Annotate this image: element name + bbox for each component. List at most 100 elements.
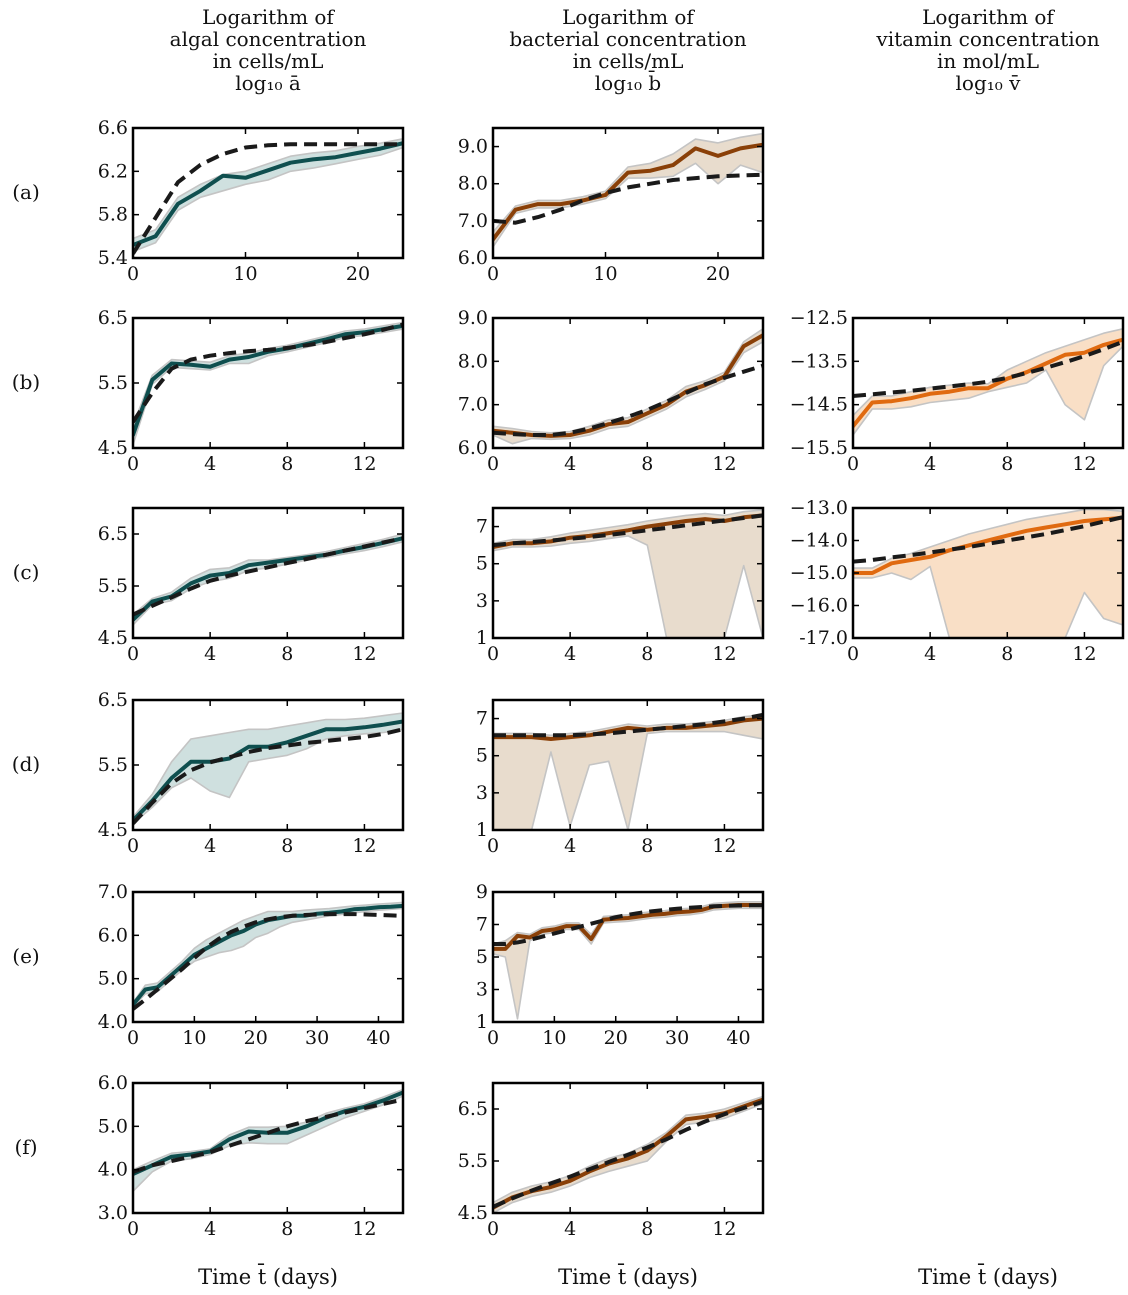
y-tick-label: 6.0 — [458, 437, 488, 459]
uncertainty-band — [853, 328, 1123, 436]
x-tick-label: 30 — [665, 1027, 689, 1049]
model-line — [493, 172, 763, 225]
plot-area — [493, 509, 763, 638]
y-tick-label: 4.5 — [98, 437, 128, 459]
panel-frame — [131, 1081, 405, 1215]
model-line — [853, 339, 1123, 398]
x-tick-label: 12 — [712, 1218, 736, 1240]
y-tick-label: 6.6 — [98, 117, 128, 139]
y-tick-label: 7.0 — [458, 210, 488, 232]
x-tick-label: 0 — [487, 263, 499, 285]
data-line — [493, 903, 763, 951]
x-tick-label: 4 — [564, 835, 576, 857]
y-tick-label: −15.5 — [790, 437, 848, 459]
y-tick-label: 6.0 — [98, 1072, 128, 1094]
data-line — [133, 719, 403, 823]
x-tick-label: 4 — [204, 643, 216, 665]
data-line — [853, 337, 1123, 429]
y-tick-label: −12.5 — [790, 307, 848, 329]
data-line — [133, 141, 403, 247]
panels: 5.45.86.26.60 10 206.07.08.09.00 10 204.55.5… — [98, 117, 1125, 1240]
panel-frame — [851, 316, 1125, 450]
x-tick-label: 8 — [281, 1218, 293, 1240]
y-tick-label: 5.5 — [98, 754, 128, 776]
x-tick-label: 0 — [487, 453, 499, 475]
y-tick-label: 7 — [476, 516, 488, 538]
y-tick-label: 3 — [476, 979, 488, 1001]
panel-frame — [131, 506, 405, 640]
x-tick-label: 20 — [604, 1027, 628, 1049]
x-tick-label: 20 — [706, 263, 730, 285]
x-tick-label: 10 — [593, 263, 617, 285]
x-tick-label: 12 — [352, 835, 376, 857]
y-tick-label: 6.0 — [98, 924, 128, 946]
model-line — [133, 912, 403, 1011]
row-label: (c) — [13, 560, 40, 584]
x-tick-label: 12 — [352, 643, 376, 665]
y-tick-label: 4.5 — [98, 627, 128, 649]
panel-frame — [491, 126, 765, 260]
y-tick-label: 5.5 — [98, 575, 128, 597]
panel-e-algae: 4.0 5.0 6.0 7.0 0 10 20 30 40 — [98, 881, 405, 1049]
uncertainty-band — [133, 1088, 403, 1193]
y-tick-label: 5.0 — [98, 1115, 128, 1137]
x-tick-label: 0 — [487, 835, 499, 857]
x-tick-label: 0 — [487, 643, 499, 665]
y-tick-label: 7 — [476, 708, 488, 730]
x-tick-label: 20 — [346, 263, 370, 285]
y-tick-label: 5 — [476, 745, 488, 767]
column-header-line: vitamin concentration — [875, 27, 1099, 51]
x-axis-title: Time t̄ (days) — [558, 1263, 698, 1289]
panel-a-algae: 5.4 5.8 6.2 6.6 0 10 20 — [98, 117, 405, 285]
uncertainty-band — [133, 901, 403, 1008]
y-tick-label: 4.5 — [458, 1202, 488, 1224]
y-tick-label: 9.0 — [458, 136, 488, 158]
y-tick-label: 8.0 — [458, 173, 488, 195]
model-line — [133, 1097, 403, 1174]
y-tick-label: 7.0 — [458, 394, 488, 416]
y-tick-label: 5.8 — [98, 204, 128, 226]
column-header-symbol: log₁₀ v̄ — [956, 71, 1022, 95]
plot-area — [133, 1088, 403, 1193]
x-tick-label: 4 — [564, 453, 576, 475]
y-tick-label: 5 — [476, 946, 488, 968]
panel-frame — [491, 1081, 765, 1215]
y-tick-label: 3 — [476, 782, 488, 804]
model-line — [493, 363, 763, 437]
x-tick-label: 4 — [924, 643, 936, 665]
model-line — [493, 513, 763, 548]
y-tick-label: −13.0 — [790, 497, 848, 519]
uncertainty-band — [133, 712, 403, 825]
y-tick-label: 6.2 — [98, 160, 128, 182]
x-tick-label: 8 — [281, 453, 293, 475]
y-tick-label: 7.0 — [98, 881, 128, 903]
x-tick-label: 12 — [712, 835, 736, 857]
y-tick-label: 5.5 — [458, 1150, 488, 1172]
x-tick-label: 12 — [352, 1218, 376, 1240]
panel-d-algae: 4.5 5.5 6.5 0 4 8 12 — [98, 689, 405, 857]
y-tick-label: 6.0 — [458, 247, 488, 269]
model-line — [853, 515, 1123, 564]
model-line — [133, 536, 403, 617]
data-line — [493, 716, 763, 741]
panel-c-algae: 4.5 5.5 6.5 0 4 8 12 — [98, 506, 405, 665]
y-tick-label: −14.0 — [790, 530, 848, 552]
row-label: (b) — [12, 370, 40, 394]
panel-frame — [131, 126, 405, 260]
column-header-line: bacterial concentration — [509, 27, 746, 51]
panel-e-bacteria: 1 3 5 7 9 0 10 20 30 40 — [476, 881, 765, 1049]
y-tick-label: −15.0 — [790, 562, 848, 584]
x-tick-label: 12 — [712, 643, 736, 665]
x-tick-label: 10 — [182, 1027, 206, 1049]
plot-area — [133, 321, 403, 446]
panel-frame — [491, 506, 765, 640]
y-tick-label: 9 — [476, 881, 488, 903]
uncertainty-band — [493, 328, 763, 445]
row-label: (f) — [14, 1135, 37, 1159]
column-header-line: Logarithm of — [202, 5, 335, 29]
x-tick-label: 4 — [204, 453, 216, 475]
x-tick-label: 8 — [281, 835, 293, 857]
column-header-line: in mol/mL — [937, 49, 1039, 73]
